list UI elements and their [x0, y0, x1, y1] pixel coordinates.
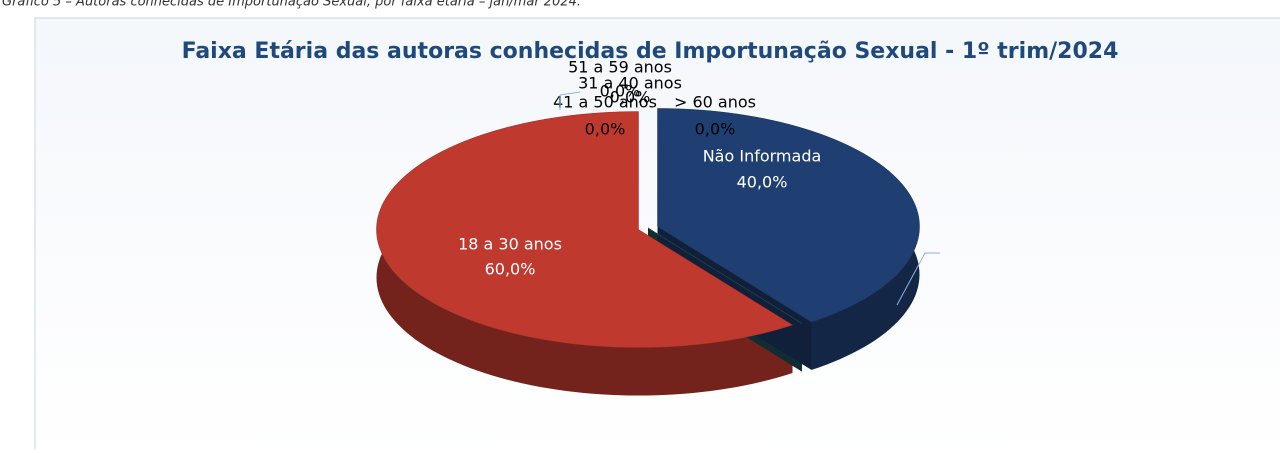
- slice-value-label: 60,0%: [485, 260, 536, 279]
- slice-value-label: 0,0%: [600, 82, 641, 101]
- slice-value-label: 0,0%: [610, 88, 651, 107]
- slice: [657, 108, 920, 323]
- slice-label: 51 a 59 anos: [568, 58, 672, 77]
- slice: [376, 111, 794, 348]
- slice-label: 41 a 50 anos: [553, 93, 657, 112]
- chart-title: Faixa Etária das autoras conhecidas de I…: [182, 39, 1119, 64]
- leader-line: [559, 91, 581, 110]
- slice-label: > 60 anos: [674, 93, 756, 112]
- slice-value-label: 0,0%: [695, 120, 736, 139]
- caption: Gráfico 5 – Autoras conhecidas de Import…: [2, 0, 581, 10]
- slice-label: 18 a 30 anos: [458, 235, 562, 254]
- leader-line: [896, 252, 940, 306]
- slice-value-label: 0,0%: [585, 120, 626, 139]
- slice-label: Não Informada: [703, 147, 822, 166]
- slice-value-label: 40,0%: [737, 173, 788, 192]
- slice-label: 31 a 40 anos: [578, 74, 682, 93]
